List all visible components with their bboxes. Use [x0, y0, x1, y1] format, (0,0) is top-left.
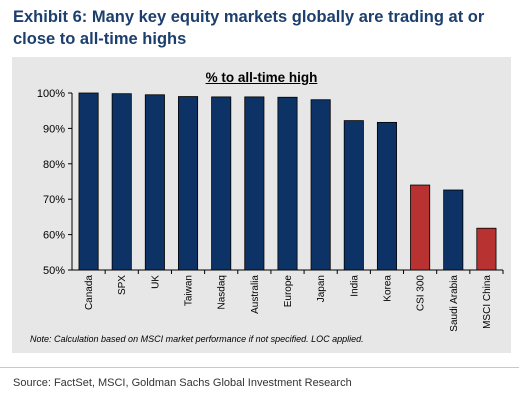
x-category-label: Europe: [283, 275, 294, 308]
y-tick-label: 50%: [43, 265, 65, 277]
chart-note: Note: Calculation based on MSCI market p…: [30, 334, 364, 344]
y-tick-label: 90%: [43, 123, 65, 135]
x-category-label: UK: [150, 275, 161, 289]
chart-panel: 50% 60% 70% 80% 90% 100% Canada SPX UK Taiwan Nasd…: [12, 57, 511, 353]
x-category-label: MSCI China: [482, 275, 493, 329]
bar-japan: [310, 99, 331, 271]
source-line: Source: FactSet, MSCI, Goldman Sachs Glo…: [0, 367, 519, 389]
x-category-label: Taiwan: [184, 275, 195, 306]
x-category-label: SPX: [117, 275, 128, 295]
bar-msci-china: [476, 227, 497, 271]
y-tick-label: 100%: [37, 88, 65, 100]
x-category-label: Korea: [382, 275, 393, 302]
bar-nasdaq: [211, 96, 232, 271]
y-tick-label: 80%: [43, 159, 65, 171]
x-category-label: Australia: [250, 275, 261, 314]
x-category-label: Nasdaq: [217, 275, 228, 309]
x-category-label: Canada: [84, 275, 95, 310]
exhibit-title: Exhibit 6: Many key equity markets globa…: [13, 8, 485, 48]
bar-taiwan: [178, 96, 199, 271]
bar-europe: [277, 96, 298, 271]
x-category-label: Japan: [316, 275, 327, 302]
y-tick-label: 70%: [43, 194, 65, 206]
bar-spx: [111, 93, 132, 271]
x-category-label: CSI 300: [416, 275, 427, 312]
bar-saudi-arabia: [443, 189, 464, 271]
bar-chart: 50% 60% 70% 80% 90% 100% Canada SPX UK Taiwan Nasd…: [37, 88, 504, 332]
chart-title: % to all-time high: [205, 70, 318, 85]
bar-australia: [244, 96, 265, 271]
bar-canada: [78, 92, 99, 271]
bar-korea: [376, 121, 397, 271]
y-tick-label: 60%: [43, 230, 65, 242]
bar-india: [343, 120, 364, 271]
bar-csi-300: [410, 184, 431, 271]
bar-uk: [144, 94, 165, 271]
x-category-label: India: [349, 275, 360, 297]
x-category-label: Saudi Arabia: [449, 275, 460, 332]
